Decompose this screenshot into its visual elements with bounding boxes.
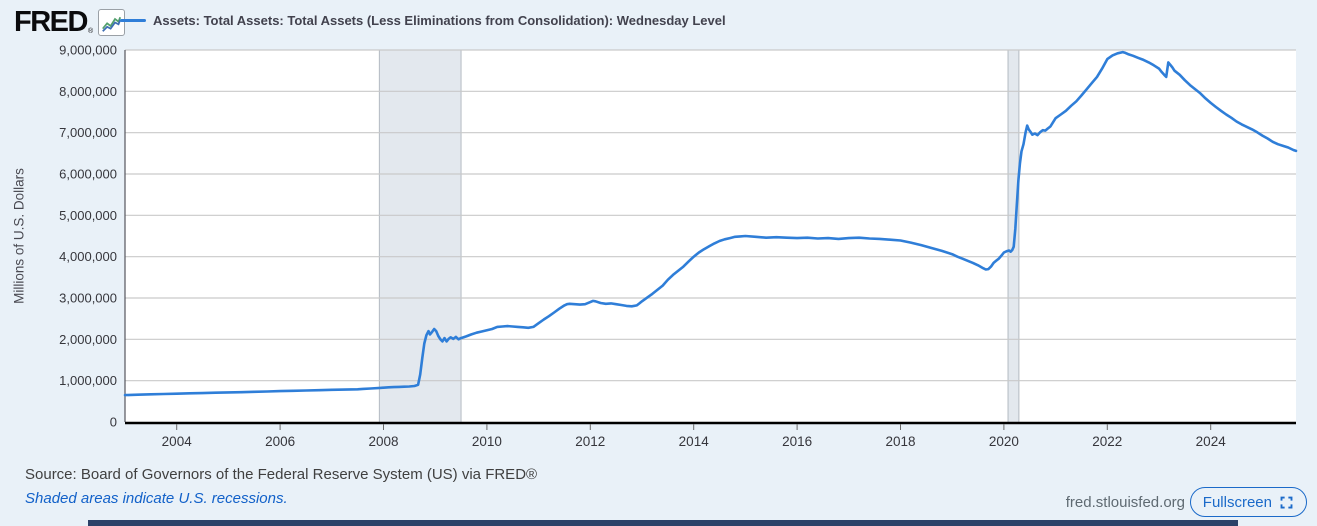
x-tick-label: 2004 xyxy=(162,434,193,449)
bottom-bar xyxy=(88,520,1238,526)
x-tick-label: 2016 xyxy=(782,434,812,449)
x-tick-label: 2024 xyxy=(1196,434,1227,449)
fred-logo[interactable]: FRED ® xyxy=(14,6,126,38)
recession-band xyxy=(379,50,462,422)
x-tick-label: 2006 xyxy=(265,434,295,449)
data-line xyxy=(123,50,1298,397)
y-tick-label: 2,000,000 xyxy=(59,332,117,347)
y-tick-label: 1,000,000 xyxy=(59,373,117,388)
x-tick-label: 2022 xyxy=(1092,434,1122,449)
x-tick-label: 2020 xyxy=(989,434,1019,449)
y-tick-label: 9,000,000 xyxy=(59,43,117,58)
x-tick-label: 2010 xyxy=(472,434,502,449)
y-tick-label: 0 xyxy=(110,415,117,430)
x-tick-label: 2014 xyxy=(679,434,710,449)
fullscreen-button[interactable]: Fullscreen xyxy=(1189,487,1307,517)
site-url-link[interactable]: fred.stlouisfed.org xyxy=(1065,494,1185,511)
y-tick-label: 8,000,000 xyxy=(59,84,117,99)
fred-logo-registered-mark: ® xyxy=(87,28,94,35)
fullscreen-button-label: Fullscreen xyxy=(1202,493,1272,511)
x-tick-label: 2008 xyxy=(368,434,398,449)
x-tick-label: 2018 xyxy=(885,434,915,449)
y-tick-label: 6,000,000 xyxy=(59,167,117,182)
fred-logo-text: FRED xyxy=(14,6,88,38)
x-tick-label: 2012 xyxy=(575,434,605,449)
chart-legend: Assets: Total Assets: Total Assets (Less… xyxy=(120,13,726,28)
recession-note-link[interactable]: Shaded areas indicate U.S. recessions. xyxy=(25,490,288,507)
legend-label[interactable]: Assets: Total Assets: Total Assets (Less… xyxy=(153,13,726,28)
y-tick-label: 5,000,000 xyxy=(59,208,117,223)
legend-line-swatch xyxy=(120,18,146,23)
source-text: Source: Board of Governors of the Federa… xyxy=(25,466,538,483)
y-tick-label: 7,000,000 xyxy=(59,125,117,140)
plot-area xyxy=(125,50,1296,422)
fullscreen-icon xyxy=(1280,496,1293,508)
y-tick-label: 4,000,000 xyxy=(59,249,117,264)
y-tick-label: 3,000,000 xyxy=(59,291,117,306)
